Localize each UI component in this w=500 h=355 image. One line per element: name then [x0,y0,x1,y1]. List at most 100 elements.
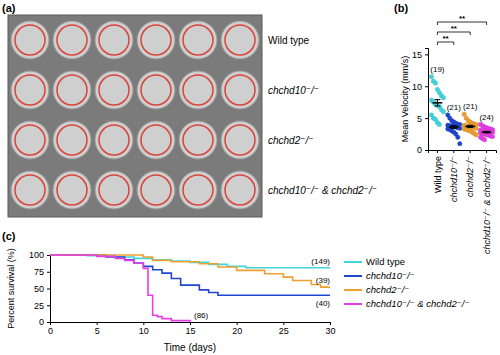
axis-line [51,323,331,326]
axis-line [425,49,429,151]
well [53,121,91,159]
tick-label: 5 [95,326,100,336]
point [490,134,494,138]
tick: 10 [412,82,428,92]
significance-label: ** [442,34,449,43]
tick-mark [47,305,50,306]
error-bar [467,125,473,127]
tick-mark [425,86,428,87]
point [482,138,486,142]
well-track [99,175,129,205]
tick-label: 30 [325,326,335,336]
tick-label: 10 [139,326,149,336]
n-label: (149) [311,257,330,266]
figure-svg: (a)Wild typechchd10⁻/⁻chchd2⁻/⁻chchd10⁻/… [0,0,500,355]
tick-label: 0 [417,145,422,155]
legend-item: chchd10⁻/⁻ [344,270,415,281]
legend-swatch [344,289,362,291]
n-label: (40) [316,299,331,308]
well [137,171,175,209]
well-track [141,75,171,105]
well [179,121,217,159]
well-track [99,75,129,105]
tick: 100 [29,250,50,260]
well-track [57,75,87,105]
tick-mark [190,322,191,325]
well [137,121,175,159]
point [429,74,433,78]
well-track [225,175,255,205]
well-track [99,25,129,55]
well [137,21,175,59]
tick-label: 5 [417,114,422,124]
tick: 25 [279,322,289,336]
well [95,121,133,159]
tick-mark [425,118,428,119]
mean-line [465,126,475,128]
well-track [15,75,45,105]
tick-label: 20 [232,326,242,336]
tick: 0 [48,322,53,336]
well-track [183,25,213,55]
x-axis-title: Time (days) [164,342,216,353]
tick-mark [486,150,487,153]
survival-line [50,255,190,322]
tick-label: chchd10⁻/⁻ [449,156,459,202]
legend-item: chchd10⁻/⁻ & chchd2⁻/⁻ [344,298,470,309]
well-track [183,75,213,105]
mean-line [449,126,459,128]
well [11,121,49,159]
tick-mark [143,322,144,325]
well-track [15,25,45,55]
n-label: (21) [447,103,462,112]
tick-mark [425,150,428,151]
tick: 5 [95,322,100,336]
well [137,71,175,109]
panel-label: (a) [2,2,16,14]
tick-label: chchd2⁻/⁻ [465,156,475,197]
well-track [141,125,171,155]
legend-swatch [344,261,362,263]
well-track [57,25,87,55]
tick: 20 [232,322,242,336]
mean-line [482,131,492,133]
tick: chchd2⁻/⁻ [465,150,475,197]
tick-mark [470,150,471,153]
y-axis-title: Mean Velocity (mm/s) [400,56,410,143]
tick-label: 0 [39,317,44,327]
point [441,96,445,100]
n-label: (39) [316,276,331,285]
row-label: chchd2⁻/⁻ [268,135,314,146]
tick-label: 0 [48,326,53,336]
y-axis: 0 5 10 15 [412,49,429,156]
well [11,21,49,59]
tick-mark [47,289,50,290]
panel-label: (c) [2,230,16,242]
tick-mark [425,54,428,55]
well-track [225,125,255,155]
axis-line [429,151,497,154]
tick-mark [47,255,50,256]
well-track [15,175,45,205]
n-label: (19) [430,65,445,74]
plate [8,15,262,217]
tick-mark [50,322,51,325]
n-label: (86) [194,311,209,320]
y-axis-title: Percent survival (%) [6,248,16,329]
well [53,21,91,59]
point [441,110,445,114]
well [95,71,133,109]
well-track [15,125,45,155]
row-label: chchd10⁻/⁻ [268,85,319,96]
tick-label: 100 [29,250,44,260]
well-track [225,25,255,55]
tick-label: 25 [34,301,44,311]
x-axis: Wild typechchd10⁻/⁻chchd2⁻/⁻chchd10⁻/⁻ &… [429,150,497,254]
well-track [57,175,87,205]
legend-label: chchd2⁻/⁻ [366,284,409,295]
tick: 5 [417,114,428,124]
well [53,171,91,209]
well-track [225,75,255,105]
plot-area [50,255,330,322]
tick-label: 15 [412,50,422,60]
